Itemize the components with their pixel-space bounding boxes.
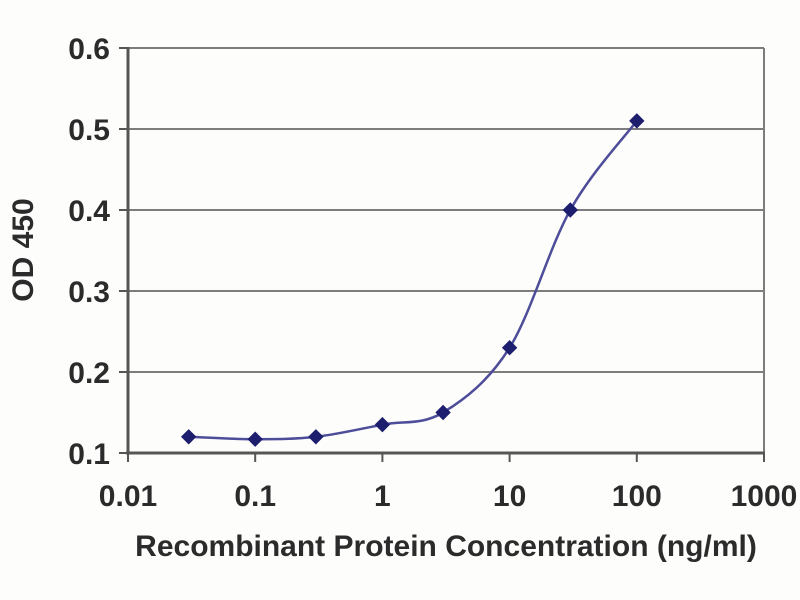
y-tick-label: 0.6 — [68, 33, 110, 66]
x-tick-label: 0.1 — [234, 480, 276, 513]
data-point-marker — [501, 339, 518, 356]
y-tick-label: 0.2 — [68, 357, 110, 390]
x-tick-label: 1 — [374, 480, 391, 513]
x-tick-label: 1000 — [731, 480, 798, 513]
data-point-marker — [247, 431, 263, 447]
y-tick-label: 0.4 — [68, 195, 110, 228]
x-axis-title: Recombinant Protein Concentration (ng/ml… — [135, 530, 757, 563]
y-tick-label: 0.1 — [68, 438, 110, 471]
series-line — [188, 120, 638, 441]
x-tick-label: 0.01 — [99, 480, 157, 513]
data-point-marker — [374, 416, 391, 433]
data-point-marker — [180, 429, 197, 445]
data-point-marker — [562, 202, 578, 218]
x-tick-label: 100 — [612, 480, 662, 513]
y-tick-label: 0.3 — [68, 276, 110, 309]
data-point-marker — [435, 404, 451, 421]
data-point-marker — [308, 429, 324, 445]
x-tick-label: 10 — [493, 480, 526, 513]
y-tick-label: 0.5 — [68, 114, 110, 147]
y-axis-title: OD 450 — [7, 198, 40, 302]
data-point-marker — [629, 113, 645, 129]
